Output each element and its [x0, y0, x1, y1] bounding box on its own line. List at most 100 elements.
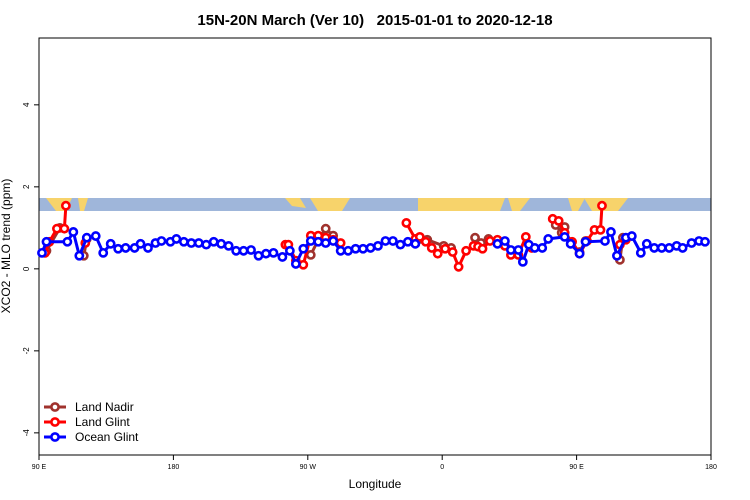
point — [208, 236, 219, 247]
point — [677, 243, 688, 253]
point — [135, 238, 146, 249]
point — [90, 231, 101, 241]
point — [373, 240, 383, 251]
y-axis-label: XCO2 - MLO trend (ppm) — [0, 179, 13, 314]
point — [537, 243, 548, 253]
y-tick-label: 4 — [22, 102, 31, 107]
legend-marker — [50, 432, 60, 442]
point — [492, 238, 503, 249]
point — [268, 247, 279, 258]
point — [216, 238, 227, 249]
legend-label: Land Glint — [75, 415, 130, 429]
point — [543, 234, 554, 244]
chart-title: 15N-20N March (Ver 10) 2015-01-01 to 202… — [197, 12, 552, 29]
point — [520, 231, 531, 242]
point — [612, 250, 622, 261]
legend-label: Ocean Glint — [75, 430, 139, 444]
point — [580, 236, 591, 247]
point — [700, 236, 710, 247]
point — [649, 243, 660, 253]
map-strip — [39, 198, 711, 211]
point — [52, 223, 62, 234]
point — [597, 200, 607, 211]
point — [664, 243, 675, 253]
x-tick-label: 0 — [440, 464, 444, 471]
point — [246, 245, 256, 255]
point — [402, 236, 413, 247]
point — [68, 227, 79, 237]
point — [98, 247, 109, 258]
point — [120, 243, 131, 253]
point — [143, 243, 153, 253]
point — [447, 247, 458, 257]
point — [290, 259, 301, 269]
point — [565, 238, 576, 249]
point — [238, 245, 249, 256]
point — [401, 218, 412, 228]
point — [277, 252, 288, 262]
point — [606, 227, 616, 237]
point — [388, 236, 398, 246]
point — [513, 245, 524, 255]
point — [553, 215, 564, 226]
point — [600, 236, 610, 246]
point — [186, 238, 197, 248]
legend-label: Land Nadir — [75, 400, 134, 414]
point — [320, 223, 331, 234]
point — [284, 245, 295, 256]
legend-marker — [50, 402, 60, 412]
point — [201, 239, 212, 250]
point — [60, 200, 71, 211]
point — [485, 236, 495, 246]
point — [223, 240, 234, 251]
point — [500, 236, 510, 246]
point — [350, 243, 361, 254]
point — [62, 236, 73, 247]
point — [440, 243, 451, 254]
point — [298, 259, 309, 270]
point — [461, 245, 471, 256]
x-tick-label: 180 — [705, 464, 717, 471]
point — [380, 236, 391, 246]
point — [37, 247, 47, 258]
legend-marker — [50, 417, 60, 427]
plot-frame — [38, 37, 712, 456]
y-tick-label: -4 — [22, 429, 31, 437]
point — [686, 238, 697, 248]
point — [320, 238, 331, 248]
x-tick-label: 90 W — [300, 464, 317, 471]
point — [477, 243, 488, 254]
point — [529, 243, 540, 253]
point — [635, 247, 646, 258]
point — [59, 223, 70, 234]
point — [626, 231, 637, 241]
x-axis-label: Longitude — [349, 477, 402, 491]
point — [74, 250, 85, 261]
y-tick-label: -2 — [22, 347, 31, 355]
point — [426, 243, 437, 253]
point — [178, 236, 189, 247]
point — [231, 245, 242, 256]
point — [156, 236, 167, 246]
point — [253, 250, 264, 261]
point — [414, 231, 425, 242]
point — [261, 248, 271, 259]
point — [505, 245, 516, 255]
land — [46, 198, 628, 211]
point — [298, 243, 309, 254]
point — [313, 236, 324, 247]
point — [305, 236, 316, 246]
point — [595, 224, 606, 235]
y-tick-label: 2 — [22, 184, 31, 189]
point — [365, 243, 376, 253]
x-tick-label: 180 — [168, 464, 180, 471]
point — [193, 238, 204, 248]
x-tick-label: 90 E — [569, 464, 584, 471]
point — [113, 243, 124, 254]
point — [420, 236, 431, 247]
point — [171, 234, 182, 244]
point — [517, 256, 528, 267]
point — [453, 261, 464, 272]
x-tick-label: 90 E — [32, 464, 47, 471]
point — [410, 238, 421, 249]
